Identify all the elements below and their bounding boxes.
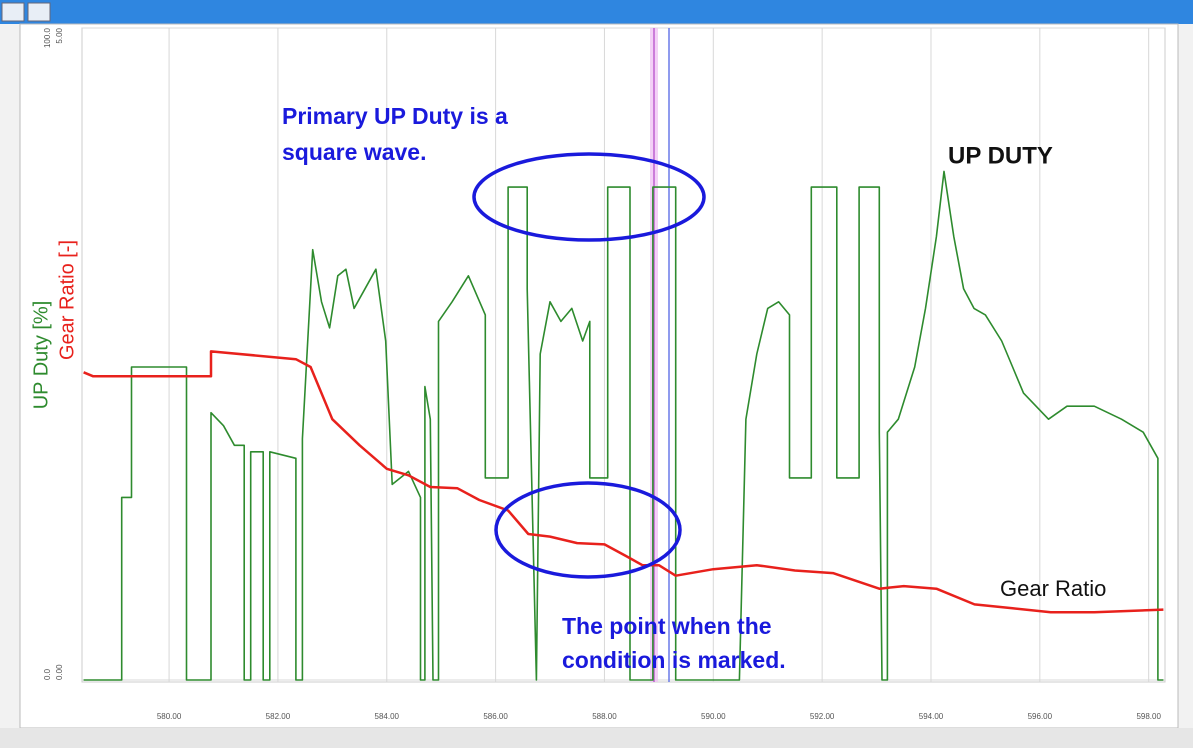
annotation: condition is marked.: [562, 647, 786, 673]
x-tick-label: 584.00: [375, 712, 400, 721]
x-tick-label: 596.00: [1028, 712, 1053, 721]
y-tick-label: 0.0: [43, 668, 52, 680]
series-line: [83, 170, 1164, 681]
toolbar-button[interactable]: [1, 2, 25, 22]
toolbar: [0, 0, 1193, 24]
annotation-ellipse: [494, 481, 682, 579]
series-group: [83, 170, 1164, 681]
series-label: UP DUTY: [948, 142, 1053, 169]
x-tick-label: 582.00: [266, 712, 291, 721]
x-tick-label: 590.00: [701, 712, 726, 721]
y2-tick-label: 5.00: [55, 27, 64, 43]
x-tick-label: 592.00: [810, 712, 835, 721]
status-strip: [0, 728, 1193, 748]
series-label: Gear Ratio: [1000, 576, 1106, 601]
series-line: [83, 350, 1164, 614]
y2-axis-label: Gear Ratio [-]: [56, 240, 78, 360]
annotation: The point when the: [562, 613, 772, 639]
annotation-ellipse: [472, 152, 706, 242]
y-tick-label: 100.0: [43, 27, 52, 48]
y2-tick-label: 0.00: [55, 664, 64, 680]
x-tick-label: 598.00: [1136, 712, 1161, 721]
y-axis-label: UP Duty [%]: [30, 301, 52, 410]
annotation: square wave.: [282, 139, 426, 165]
annotation: Primary UP Duty is a: [282, 103, 508, 129]
x-tick-label: 586.00: [483, 712, 508, 721]
x-tick-label: 580.00: [157, 712, 182, 721]
x-tick-label: 588.00: [592, 712, 617, 721]
x-tick-label: 594.00: [919, 712, 944, 721]
toolbar-button[interactable]: [27, 2, 51, 22]
